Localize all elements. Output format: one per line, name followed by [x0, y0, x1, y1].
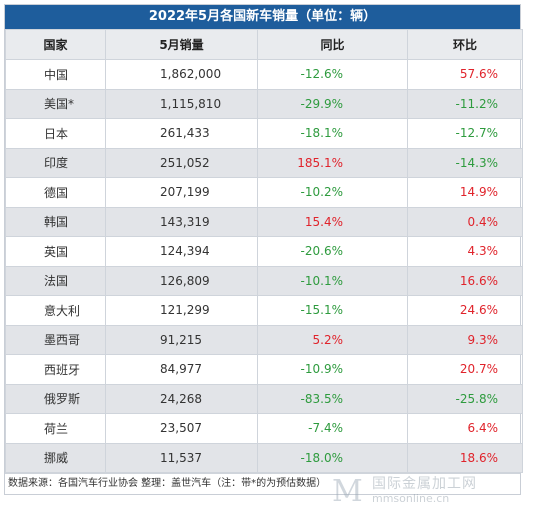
mom-cell: 0.4% — [407, 206, 523, 237]
table-row: 中国 1,862,000 -12.6% 57.6% — [5, 59, 523, 90]
sales-table: 国家 5月销量 同比 环比 中国 1,862,000 -12.6% 57.6% 美国* 1… — [5, 29, 523, 473]
source-note: 数据来源：各国汽车行业协会 整理：盖世汽车（注：带*的为预估数据） — [5, 473, 520, 494]
mom-cell: -14.3% — [407, 147, 523, 178]
table-row: 挪威 11,537 -18.0% 18.6% — [5, 442, 523, 473]
mom-cell: 16.6% — [407, 265, 523, 296]
yoy-cell: 15.4% — [257, 206, 408, 237]
table-title: 2022年5月各国新车销量（单位：辆） — [5, 5, 520, 29]
mom-cell: 9.3% — [407, 324, 523, 355]
table-row: 法国 126,809 -10.1% 16.6% — [5, 265, 523, 296]
table-row: 意大利 121,299 -15.1% 24.6% — [5, 295, 523, 326]
table-row: 韩国 143,319 15.4% 0.4% — [5, 206, 523, 237]
country-cell: 美国* — [5, 88, 106, 119]
country-cell: 中国 — [5, 59, 106, 90]
sales-cell: 251,052 — [105, 147, 258, 178]
country-cell: 印度 — [5, 147, 106, 178]
watermark: M 国际金属加工网 mmsonline.cn — [332, 472, 527, 510]
sales-table-card: 2022年5月各国新车销量（单位：辆） 国家 5月销量 同比 环比 中国 1,86… — [4, 4, 523, 495]
sales-cell: 121,299 — [105, 295, 258, 326]
mom-cell: 4.3% — [407, 236, 523, 267]
yoy-cell: -18.0% — [257, 442, 408, 473]
yoy-cell: -20.6% — [257, 236, 408, 267]
country-cell: 韩国 — [5, 206, 106, 237]
sales-cell: 1,862,000 — [105, 59, 258, 90]
sales-cell: 24,268 — [105, 383, 258, 414]
sales-cell: 207,199 — [105, 177, 258, 208]
mom-cell: -11.2% — [407, 88, 523, 119]
mom-cell: 20.7% — [407, 354, 523, 385]
country-cell: 俄罗斯 — [5, 383, 106, 414]
sales-cell: 11,537 — [105, 442, 258, 473]
table-row: 英国 124,394 -20.6% 4.3% — [5, 236, 523, 267]
table-row: 荷兰 23,507 -7.4% 6.4% — [5, 413, 523, 444]
table-row: 日本 261,433 -18.1% -12.7% — [5, 118, 523, 149]
yoy-cell: -12.6% — [257, 59, 408, 90]
country-cell: 英国 — [5, 236, 106, 267]
country-cell: 意大利 — [5, 295, 106, 326]
yoy-cell: 185.1% — [257, 147, 408, 178]
yoy-cell: -18.1% — [257, 118, 408, 149]
sales-cell: 91,215 — [105, 324, 258, 355]
mom-cell: 57.6% — [407, 59, 523, 90]
mom-cell: 18.6% — [407, 442, 523, 473]
watermark-cn: 国际金属加工网 — [372, 476, 477, 492]
sales-cell: 126,809 — [105, 265, 258, 296]
column-header-sales: 5月销量 — [105, 29, 258, 60]
watermark-logo-icon: M — [332, 474, 363, 509]
country-cell: 墨西哥 — [5, 324, 106, 355]
column-header-yoy: 同比 — [257, 29, 408, 60]
yoy-cell: -83.5% — [257, 383, 408, 414]
table-row: 墨西哥 91,215 5.2% 9.3% — [5, 324, 523, 355]
table-row: 印度 251,052 185.1% -14.3% — [5, 147, 523, 178]
sales-cell: 143,319 — [105, 206, 258, 237]
yoy-cell: -10.1% — [257, 265, 408, 296]
mom-cell: 24.6% — [407, 295, 523, 326]
table-row: 美国* 1,115,810 -29.9% -11.2% — [5, 88, 523, 119]
header-row: 国家 5月销量 同比 环比 — [5, 29, 523, 60]
country-cell: 西班牙 — [5, 354, 106, 385]
table-row: 俄罗斯 24,268 -83.5% -25.8% — [5, 383, 523, 414]
country-cell: 德国 — [5, 177, 106, 208]
sales-cell: 261,433 — [105, 118, 258, 149]
sales-cell: 1,115,810 — [105, 88, 258, 119]
table-row: 德国 207,199 -10.2% 14.9% — [5, 177, 523, 208]
yoy-cell: -10.9% — [257, 354, 408, 385]
yoy-cell: -10.2% — [257, 177, 408, 208]
mom-cell: 6.4% — [407, 413, 523, 444]
sales-cell: 124,394 — [105, 236, 258, 267]
country-cell: 挪威 — [5, 442, 106, 473]
sales-cell: 84,977 — [105, 354, 258, 385]
country-cell: 荷兰 — [5, 413, 106, 444]
yoy-cell: -15.1% — [257, 295, 408, 326]
watermark-en: mmsonline.cn — [372, 492, 450, 505]
mom-cell: 14.9% — [407, 177, 523, 208]
yoy-cell: -7.4% — [257, 413, 408, 444]
column-header-country: 国家 — [5, 29, 106, 60]
sales-cell: 23,507 — [105, 413, 258, 444]
table-row: 西班牙 84,977 -10.9% 20.7% — [5, 354, 523, 385]
country-cell: 日本 — [5, 118, 106, 149]
mom-cell: -12.7% — [407, 118, 523, 149]
yoy-cell: -29.9% — [257, 88, 408, 119]
yoy-cell: 5.2% — [257, 324, 408, 355]
mom-cell: -25.8% — [407, 383, 523, 414]
country-cell: 法国 — [5, 265, 106, 296]
column-header-mom: 环比 — [407, 29, 523, 60]
